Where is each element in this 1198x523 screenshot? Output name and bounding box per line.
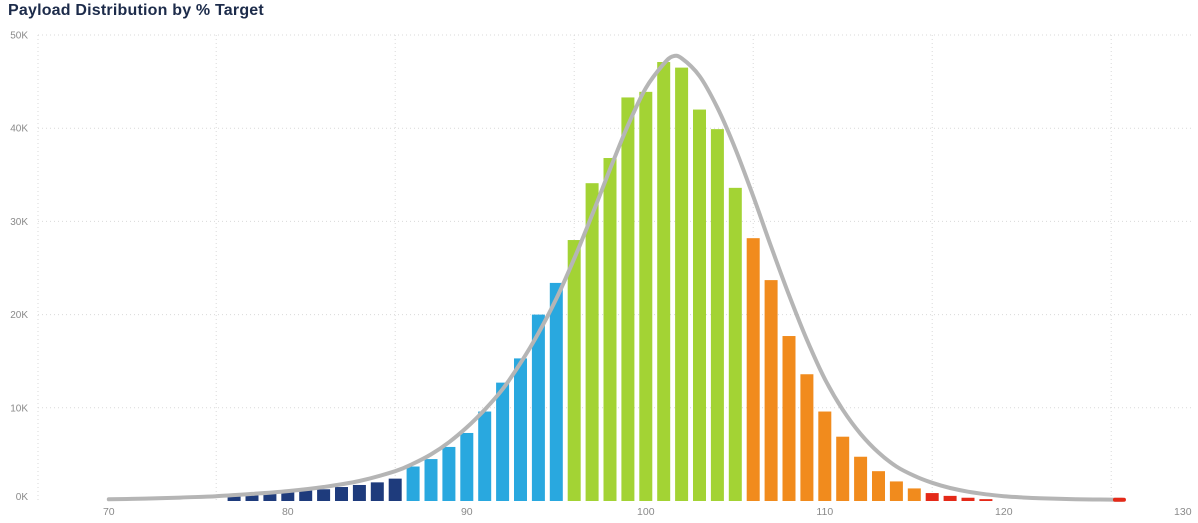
y-axis-label: 20K [10,310,28,321]
x-axis-label: 80 [282,506,294,518]
histogram-bar[interactable] [514,358,527,501]
histogram-bar[interactable] [317,489,331,501]
histogram-bar[interactable] [693,109,706,501]
histogram-bar[interactable] [335,487,348,501]
histogram-bar[interactable] [764,280,778,501]
histogram-bar[interactable] [478,411,492,501]
histogram-bar[interactable] [746,238,760,501]
x-axis-label: 70 [103,506,115,518]
histogram-bar[interactable] [800,374,814,501]
histogram-bar[interactable] [639,91,653,502]
histogram-bar[interactable] [657,62,671,501]
histogram-bar[interactable] [621,97,635,501]
y-axis-label: 50K [10,31,28,42]
histogram-bar[interactable] [854,456,868,501]
histogram-bar[interactable] [836,436,850,501]
x-axis-label: 120 [995,506,1013,518]
histogram-bar[interactable] [675,67,689,502]
histogram-bar[interactable] [961,497,975,501]
histogram-bar[interactable] [818,411,832,501]
histogram-bar[interactable] [496,382,510,501]
histogram-bar[interactable] [424,459,438,501]
histogram-bar[interactable] [585,183,599,502]
y-axis-label: 10K [10,403,28,414]
histogram-bar[interactable] [388,478,402,501]
chart-title: Payload Distribution by % Target [8,2,264,19]
histogram-bar[interactable] [907,488,921,501]
histogram-bar[interactable] [460,432,474,501]
histogram-bar[interactable] [889,481,903,501]
histogram-bar[interactable] [406,466,420,501]
y-axis-label: 30K [10,217,28,228]
histogram-bar[interactable] [299,490,313,501]
y-axis-label: 40K [10,124,28,135]
histogram-bar[interactable] [710,129,724,501]
histogram-bar[interactable] [281,491,295,501]
normal-curve [106,53,1124,502]
x-axis-label: 100 [637,506,655,518]
histogram-bar[interactable] [245,495,259,501]
histogram-bar[interactable] [352,484,366,501]
histogram-bar[interactable] [872,471,885,501]
histogram-bar[interactable] [943,495,957,501]
histogram-bar[interactable] [549,282,563,501]
histogram-bar[interactable] [263,493,277,501]
histogram-bar[interactable] [227,496,241,501]
histogram-bar[interactable] [979,499,993,501]
histogram-bar[interactable] [567,240,581,502]
x-axis-label: 90 [461,506,473,518]
histogram-bar[interactable] [603,158,617,502]
histogram-bar[interactable] [370,482,384,501]
histogram-bar[interactable] [925,493,939,501]
x-axis-label: 130 [1174,506,1192,518]
histogram-bar[interactable] [531,314,545,501]
histogram-bar[interactable] [728,187,742,501]
histogram-bar[interactable] [782,336,796,501]
histogram-bar[interactable] [442,446,456,501]
y-axis-label: 0K [16,492,29,503]
x-axis-label: 110 [816,506,833,518]
